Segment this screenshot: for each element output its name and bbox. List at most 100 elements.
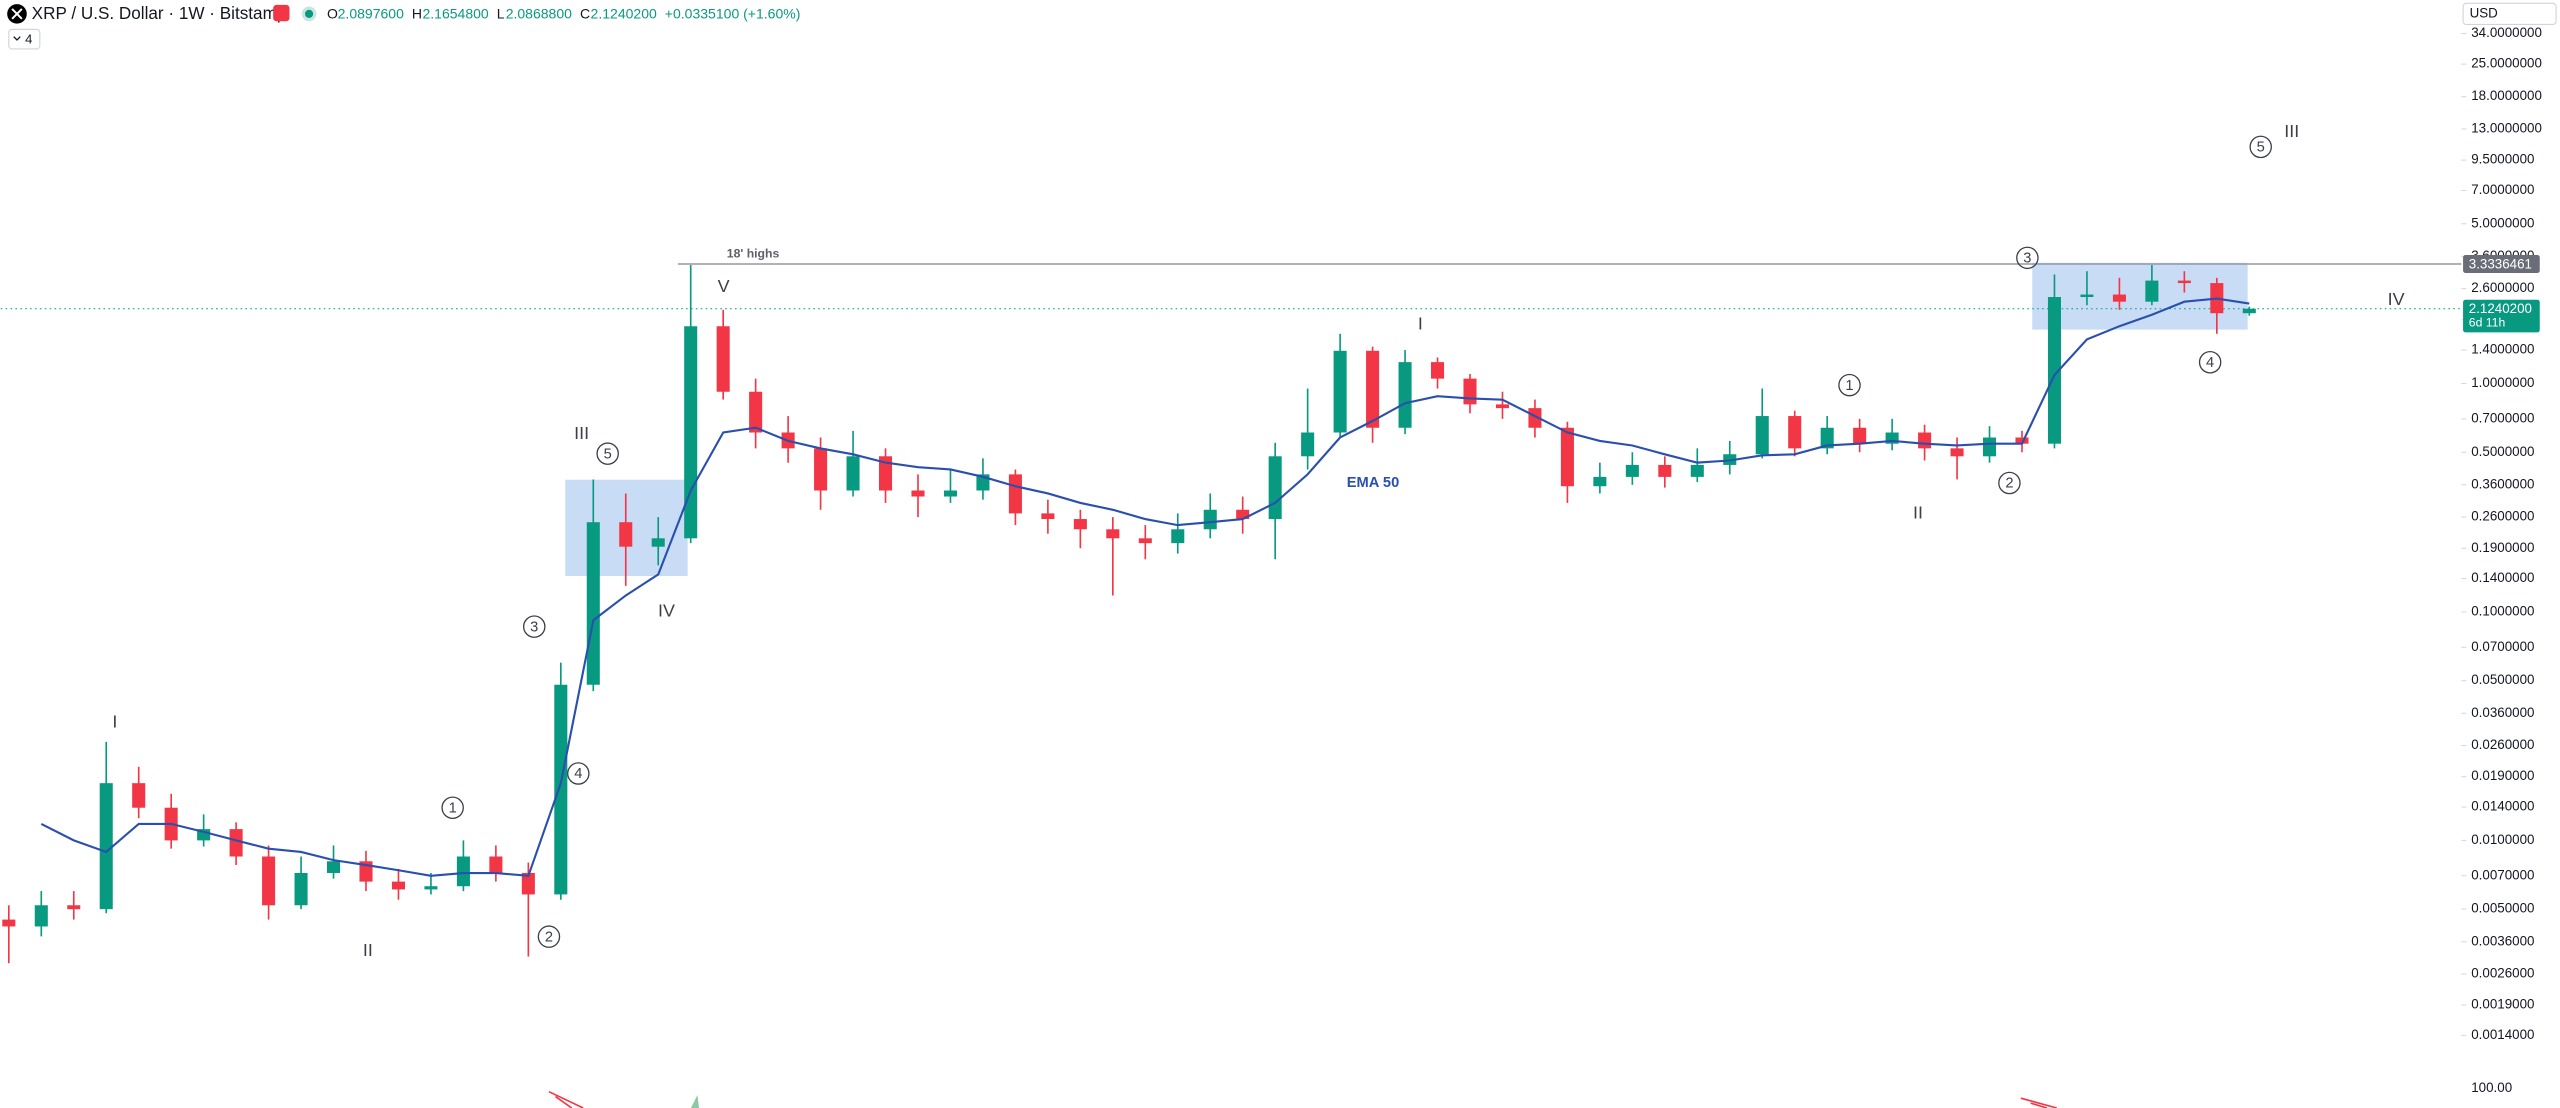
candle-body (424, 886, 438, 890)
candle-body (1138, 538, 1152, 544)
candle-body (326, 861, 341, 873)
y-tick-label: 0.7000000 (2471, 410, 2534, 425)
candle-body (1463, 378, 1477, 405)
ema-line (40, 297, 2250, 877)
indicator-toggle[interactable] (8, 28, 41, 50)
y-tick-label: 7.0000000 (2471, 182, 2534, 197)
candle-body (1203, 509, 1217, 530)
y-tick-label: 0.0500000 (2471, 672, 2534, 687)
wave-circle (596, 442, 619, 465)
candle-body (1171, 529, 1185, 544)
wave-circle (441, 796, 464, 820)
candle-body (1788, 416, 1802, 449)
candle-body (619, 522, 633, 547)
wave-circle (537, 925, 561, 948)
y-tick-label: 0.2600000 (2471, 509, 2534, 524)
y-tick-label: 0.0360000 (2471, 705, 2534, 720)
wave-circle (2016, 246, 2039, 270)
y-tick-label: 0.3600000 (2471, 476, 2534, 491)
candle-body (34, 905, 48, 927)
candle-body (1008, 474, 1022, 514)
candle-body (749, 391, 763, 433)
candle-body (2177, 280, 2191, 284)
y-tick-label: 0.0190000 (2471, 768, 2534, 783)
candle-body (1366, 350, 1380, 428)
currency-button[interactable] (2462, 2, 2557, 26)
candle-body (2112, 294, 2126, 302)
ema-label: EMA 50 (1347, 475, 1399, 491)
candle-body (1236, 509, 1250, 520)
wave-label: I (1418, 313, 1423, 333)
last-price-label: 2.1240200 (2469, 301, 2532, 316)
candle-body (716, 326, 730, 392)
ohlc-label: O (327, 5, 338, 21)
flag-icon[interactable] (273, 4, 290, 22)
lower-pane-fragment (548, 1090, 584, 1108)
candle-body (1106, 529, 1120, 539)
y-tick-label: 0.1900000 (2471, 540, 2534, 555)
candle-body (1983, 437, 1997, 457)
y-tick-label: 34.0000000 (2471, 25, 2542, 40)
wave-label: 4 (2206, 355, 2214, 371)
price-axis (2461, 0, 2560, 1108)
y-tick-label: 0.0070000 (2471, 867, 2534, 882)
candle-body (1658, 464, 1672, 477)
y-tick-label: 0.5000000 (2471, 444, 2534, 459)
wave-circle (1838, 373, 1861, 397)
lower-pane-fragment (2020, 1097, 2057, 1108)
y-tick-label: 2.6000000 (2471, 280, 2534, 295)
candle-body (911, 490, 925, 497)
wave-label: II (363, 940, 373, 960)
candle-body (197, 829, 211, 841)
wave-circle (567, 762, 590, 785)
wave-label: IV (2388, 289, 2405, 309)
ohlc-value: 2.0897600 (338, 5, 404, 21)
candle-body (229, 829, 243, 857)
wave-label: 2 (2005, 476, 2013, 492)
y-tick-label: 0.0260000 (2471, 737, 2534, 752)
ohlc-label: C (580, 5, 590, 21)
price-axis-labels: 34.0000000 25.0000000 18.0000000 13.0000000… (2461, 25, 2542, 1042)
wave-circle (1998, 471, 2021, 495)
candle-body (684, 326, 698, 539)
y-tick-label: 1.4000000 (2471, 342, 2534, 357)
candle-body (294, 872, 308, 906)
last-price-box (2463, 299, 2540, 333)
wave-label: II (1913, 503, 1923, 523)
y-tick-label: 9.5000000 (2471, 152, 2534, 167)
y-tick-label: 0.1000000 (2471, 603, 2534, 618)
y-tick-label: 0.0036000 (2471, 933, 2534, 948)
y-tick-label: 18.0000000 (2471, 88, 2542, 103)
candle-body (814, 448, 828, 491)
candle-body (1560, 427, 1574, 487)
candle-body (1690, 464, 1704, 477)
wave-annotations: I 1 II 2 3 4 III 5 IV V I 1 II 2 3 4 5 I… (112, 121, 2404, 960)
candle-body (1041, 513, 1055, 520)
symbol-title: XRP / U.S. Dollar · 1W · Bitstamp (32, 3, 287, 23)
chevron-icon (13, 36, 21, 41)
candle-body (1268, 456, 1282, 520)
candle-body (2047, 297, 2061, 444)
lower-pane-fragment (690, 1094, 700, 1108)
symbol-logo-mark (11, 8, 23, 20)
candle-body (67, 905, 81, 910)
ohlc-value: 2.1654800 (422, 5, 488, 21)
candle-body (262, 856, 276, 906)
candle-body (554, 684, 568, 895)
candle-body (1755, 416, 1769, 455)
reference-price-box (2463, 255, 2540, 273)
y-tick-label: 0.0019000 (2471, 997, 2534, 1012)
candle-body (1853, 427, 1867, 444)
status-dot (304, 9, 314, 18)
candle-body (489, 856, 503, 873)
candle-body (1885, 432, 1899, 444)
candle-body (586, 522, 600, 685)
candle-body (1495, 404, 1509, 409)
candle-body (391, 881, 405, 890)
plot-area: 18' highs (0, 246, 2462, 964)
candle-body (1301, 432, 1315, 457)
wave-label: 2 (545, 929, 553, 945)
y-tick-label: 13.0000000 (2471, 121, 2542, 136)
